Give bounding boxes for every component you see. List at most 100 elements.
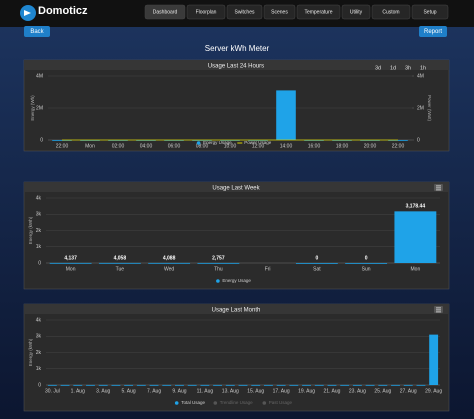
nav-label: Floorplan xyxy=(196,9,217,15)
nav-button[interactable] xyxy=(144,4,186,20)
chart-header xyxy=(24,60,449,70)
bar xyxy=(345,263,388,264)
nav-button[interactable] xyxy=(263,4,296,20)
bar xyxy=(60,384,70,386)
bar xyxy=(162,384,172,386)
y-tick-label: 2k xyxy=(36,350,42,356)
legend-label[interactable]: Trendline Usage xyxy=(220,400,253,405)
x-tick-label: Fri xyxy=(265,266,271,272)
x-tick-label: 15. Aug xyxy=(247,388,264,394)
nav-button[interactable] xyxy=(296,4,341,20)
bar xyxy=(238,384,248,386)
legend-swatch xyxy=(262,401,267,405)
bar xyxy=(98,262,141,264)
y-tick-label: 4M xyxy=(36,73,43,79)
data-label: 4,137 xyxy=(64,255,77,261)
nav-button[interactable] xyxy=(226,4,263,20)
legend-label[interactable]: Total Usage xyxy=(181,400,205,405)
y-tick-label: 0 xyxy=(38,260,41,266)
range-button[interactable]: 1d xyxy=(390,65,396,71)
legend-label[interactable]: Energy Usage xyxy=(222,278,251,283)
nav-button[interactable] xyxy=(411,4,449,20)
bar xyxy=(197,262,240,264)
back-button[interactable] xyxy=(24,26,50,37)
nav-label: Dashboard xyxy=(153,9,178,15)
y2-tick-label: 4M xyxy=(417,73,424,79)
x-tick-label: 13. Aug xyxy=(222,388,239,394)
bar xyxy=(403,384,413,386)
x-tick-label: 10:00 xyxy=(224,143,237,149)
y-axis-label: Energy (kWh) xyxy=(28,338,33,366)
bar xyxy=(86,384,95,386)
legend-label[interactable]: Past Usage xyxy=(269,400,293,405)
bar xyxy=(340,384,350,386)
report-button[interactable] xyxy=(419,26,447,37)
menu-line xyxy=(436,309,441,311)
nav-label: Utility xyxy=(350,9,363,15)
x-tick-label: 3. Aug xyxy=(96,388,110,394)
y-tick-label: 4k xyxy=(36,317,42,323)
nav-button[interactable] xyxy=(186,4,226,20)
nav-label: Switches xyxy=(234,9,255,15)
logo: Domoticz xyxy=(38,5,88,17)
x-tick-label: 1. Aug xyxy=(71,388,85,394)
bar xyxy=(213,384,223,386)
menu-line xyxy=(436,189,441,191)
range-button[interactable]: 3d xyxy=(375,65,381,71)
y-tick-label: 2k xyxy=(36,228,42,234)
bar xyxy=(352,384,362,386)
x-tick-label: Mon xyxy=(411,266,421,272)
logo-arrow xyxy=(24,10,31,16)
bar xyxy=(200,384,210,386)
nav-label: Scenes xyxy=(271,9,288,15)
legend-label[interactable]: Power Usage xyxy=(244,140,272,145)
range-button[interactable]: 1h xyxy=(420,65,426,71)
x-tick-label: Sat xyxy=(313,266,321,272)
nav-label: Setup xyxy=(423,9,436,15)
data-label: 4,058 xyxy=(114,255,127,261)
x-tick-label: Tue xyxy=(116,266,125,272)
y-tick-label: 1k xyxy=(36,244,42,250)
report-label: Report xyxy=(424,29,442,35)
x-tick-label: 19. Aug xyxy=(298,388,315,394)
chart-header xyxy=(24,304,449,314)
x-tick-label: 27. Aug xyxy=(400,388,417,394)
legend-swatch xyxy=(213,401,218,405)
chart-header xyxy=(24,182,449,192)
x-tick-label: 5. Aug xyxy=(122,388,136,394)
data-label: 2,757 xyxy=(212,255,225,261)
bar xyxy=(394,211,437,263)
y-tick-label: 0 xyxy=(38,382,41,388)
y2-tick-label: 2M xyxy=(417,105,424,111)
bar xyxy=(365,384,375,386)
nav-button[interactable] xyxy=(371,4,411,20)
bar xyxy=(148,262,191,264)
bar xyxy=(124,384,134,386)
bar xyxy=(429,334,439,385)
x-tick-label: 11. Aug xyxy=(197,388,214,394)
nav-button[interactable] xyxy=(341,4,371,20)
x-tick-label: 25. Aug xyxy=(374,388,391,394)
x-tick-label: 22:00 xyxy=(56,143,69,149)
menu-line xyxy=(436,187,441,189)
legend-label[interactable]: Energy Usage xyxy=(203,140,232,145)
menu-line xyxy=(436,307,441,309)
y2-axis-label: Power (Watt) xyxy=(427,95,432,122)
legend-swatch xyxy=(196,141,201,145)
data-label: 3,178.44 xyxy=(406,204,426,210)
bar xyxy=(289,384,299,386)
range-button[interactable]: 3h xyxy=(405,65,411,71)
bar xyxy=(47,384,57,386)
y-tick-label: 2M xyxy=(36,105,43,111)
bar xyxy=(187,384,197,386)
bar xyxy=(225,384,235,386)
x-tick-label: 14:00 xyxy=(280,143,293,149)
x-tick-label: 18:00 xyxy=(336,143,349,149)
y-axis-label: Energy (Wh) xyxy=(30,95,35,121)
bar xyxy=(149,384,159,386)
x-tick-label: 21. Aug xyxy=(323,388,340,394)
bar xyxy=(111,384,121,386)
x-tick-label: Sun xyxy=(362,266,371,272)
